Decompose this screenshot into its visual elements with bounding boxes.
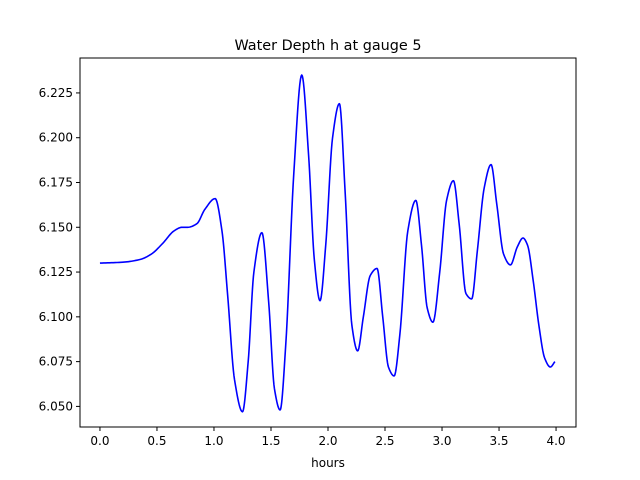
x-tick-label: 4.0 bbox=[546, 434, 565, 448]
y-tick-label: 6.100 bbox=[39, 310, 73, 324]
y-axis: 6.050 6.075 6.100 6.125 6.150 6.175 6.200 6.225 bbox=[39, 86, 80, 413]
plot-area bbox=[99, 74, 556, 413]
y-tick-label: 6.175 bbox=[39, 175, 73, 189]
y-tick-label: 6.150 bbox=[39, 220, 73, 234]
x-tick-label: 3.0 bbox=[432, 434, 451, 448]
x-tick-label: 2.5 bbox=[375, 434, 394, 448]
x-tick-label: 1.0 bbox=[204, 434, 223, 448]
x-tick-label: 1.5 bbox=[261, 434, 280, 448]
x-tick-label: 0.0 bbox=[90, 434, 109, 448]
axes-frame bbox=[79, 57, 577, 428]
y-tick-label: 6.125 bbox=[39, 265, 73, 279]
y-tick-label: 6.225 bbox=[39, 86, 73, 100]
x-tick-label: 2.0 bbox=[318, 434, 337, 448]
y-tick-label: 6.050 bbox=[39, 399, 73, 413]
series-line bbox=[99, 74, 556, 413]
y-tick-label: 6.075 bbox=[39, 355, 73, 369]
x-tick-label: 3.5 bbox=[489, 434, 508, 448]
x-axis-label: hours bbox=[311, 456, 345, 470]
chart-title: Water Depth h at gauge 5 bbox=[234, 38, 421, 54]
x-axis: 0.0 0.5 1.0 1.5 2.0 2.5 3.0 3.5 4.0 bbox=[90, 427, 566, 448]
y-tick-label: 6.200 bbox=[39, 131, 73, 145]
x-tick-label: 0.5 bbox=[147, 434, 166, 448]
